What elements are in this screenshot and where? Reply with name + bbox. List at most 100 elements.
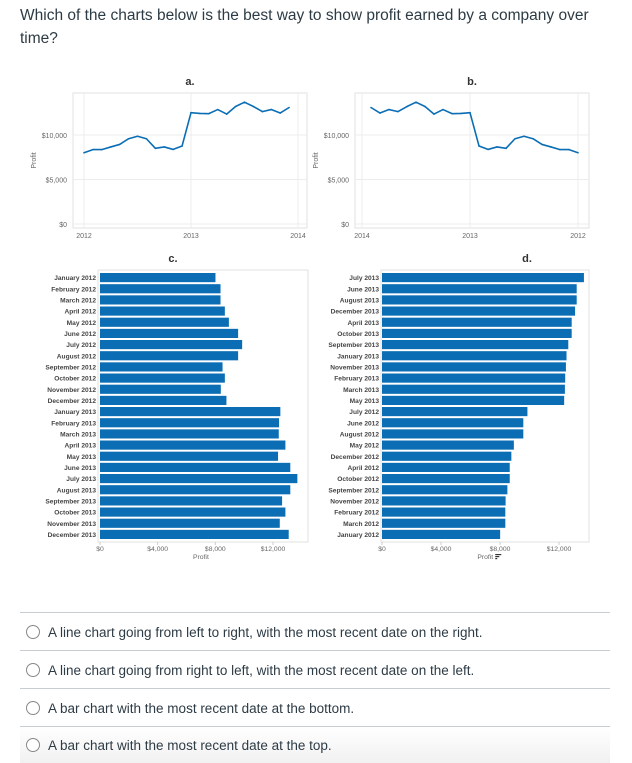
bar <box>100 340 243 350</box>
category-label: February 2012 <box>51 286 96 293</box>
data-point <box>433 113 435 115</box>
data-point <box>190 111 192 114</box>
category-label: June 2012 <box>347 420 379 427</box>
category-label: April 2012 <box>347 465 379 472</box>
category-label: December 2012 <box>48 398 97 405</box>
x-axis-label: Profit <box>477 554 493 561</box>
data-point <box>101 148 103 151</box>
bar <box>382 429 524 439</box>
option-label: A line chart going from right to left, w… <box>48 662 475 678</box>
data-point <box>550 146 552 148</box>
sort-icon-bar <box>495 554 502 556</box>
category-label: August 2012 <box>57 353 97 360</box>
option-label: A line chart going from left to right, w… <box>48 624 483 640</box>
x-tick-label: 2013 <box>183 233 199 240</box>
category-label: April 2013 <box>64 443 96 450</box>
option-label: A bar chart with the most recent date at… <box>48 737 332 753</box>
bar <box>100 440 286 450</box>
radio-button[interactable] <box>26 625 40 639</box>
data-point <box>496 146 498 148</box>
data-point <box>415 101 417 103</box>
y-tick-label: $10,000 <box>42 133 67 140</box>
bar <box>382 440 514 450</box>
data-point <box>541 143 543 146</box>
bar <box>100 395 227 405</box>
data-point <box>523 135 525 138</box>
category-label: April 2013 <box>347 320 379 327</box>
category-label: March 2012 <box>343 521 379 528</box>
data-point <box>478 145 480 147</box>
radio-button[interactable] <box>26 738 40 752</box>
data-point <box>208 112 210 115</box>
data-point <box>225 113 228 115</box>
bar <box>382 418 524 428</box>
bar <box>100 429 279 439</box>
plot-frame <box>97 269 309 543</box>
y-axis-label: Profit <box>313 152 320 168</box>
category-label: January 2013 <box>54 409 96 416</box>
bar <box>100 273 216 283</box>
option-1[interactable]: A line chart going from left to right, w… <box>20 612 610 651</box>
bar <box>382 407 528 417</box>
y-axis-label: Profit <box>31 152 38 168</box>
data-point <box>532 137 534 140</box>
category-label: February 2013 <box>51 420 96 427</box>
data-point <box>279 112 281 114</box>
bar <box>382 395 565 405</box>
data-point <box>370 106 372 109</box>
chart-b: b. $0 $5,000 $10,000 2014 2013 2012 Profit <box>313 76 590 240</box>
category-label: March 2013 <box>60 431 96 438</box>
category-label: January 2012 <box>337 532 379 539</box>
category-label: August 2013 <box>340 297 380 304</box>
x-axis-label: Profit <box>193 554 209 561</box>
series-line <box>83 101 290 154</box>
category-label: July 2012 <box>66 342 96 349</box>
data-point <box>514 137 516 140</box>
data-point <box>451 112 453 115</box>
chart-title: a. <box>185 76 194 88</box>
data-point <box>487 148 489 151</box>
bar <box>100 496 283 506</box>
plot-frame <box>354 92 590 229</box>
data-point <box>288 106 290 109</box>
chart-d: d. July 2013 June 2013 August 2013 December … <box>328 253 590 561</box>
data-point <box>424 105 426 108</box>
data-point <box>270 108 273 111</box>
bar <box>100 362 223 372</box>
data-point <box>234 105 237 108</box>
bar <box>100 306 225 316</box>
data-point <box>243 101 246 103</box>
bar <box>100 462 291 472</box>
bar <box>382 351 567 361</box>
category-label: June 2013 <box>347 286 379 293</box>
category-label: July 2013 <box>66 476 96 483</box>
y-tick-label: $10,000 <box>324 133 349 140</box>
radio-button[interactable] <box>26 701 40 715</box>
option-4[interactable]: A bar chart with the most recent date at… <box>20 726 610 763</box>
y-tick-label: $5,000 <box>328 178 350 185</box>
plot-frame <box>380 269 590 543</box>
category-label: July 2013 <box>349 275 379 282</box>
data-point <box>469 111 471 114</box>
bar <box>382 451 512 461</box>
category-label: October 2012 <box>54 376 96 383</box>
x-tick-label: $8,000 <box>205 546 226 553</box>
category-label: May 2013 <box>350 398 380 405</box>
category-label: February 2012 <box>334 510 379 517</box>
category-label: September 2013 <box>328 342 379 349</box>
option-2[interactable]: A line chart going from right to left, w… <box>20 650 610 689</box>
data-point <box>92 148 94 151</box>
data-point <box>406 105 408 108</box>
data-point <box>261 110 264 113</box>
category-label: February 2013 <box>334 376 379 383</box>
data-point <box>568 148 570 151</box>
x-tick-label: $12,000 <box>261 546 286 553</box>
category-label: March 2013 <box>343 387 379 394</box>
data-point <box>154 147 157 150</box>
radio-button[interactable] <box>26 663 40 677</box>
option-3[interactable]: A bar chart with the most recent date at… <box>20 688 610 727</box>
y-tick-label: $0 <box>341 222 349 229</box>
bar <box>100 518 280 528</box>
category-label: May 2012 <box>67 320 97 327</box>
bar <box>382 384 565 394</box>
